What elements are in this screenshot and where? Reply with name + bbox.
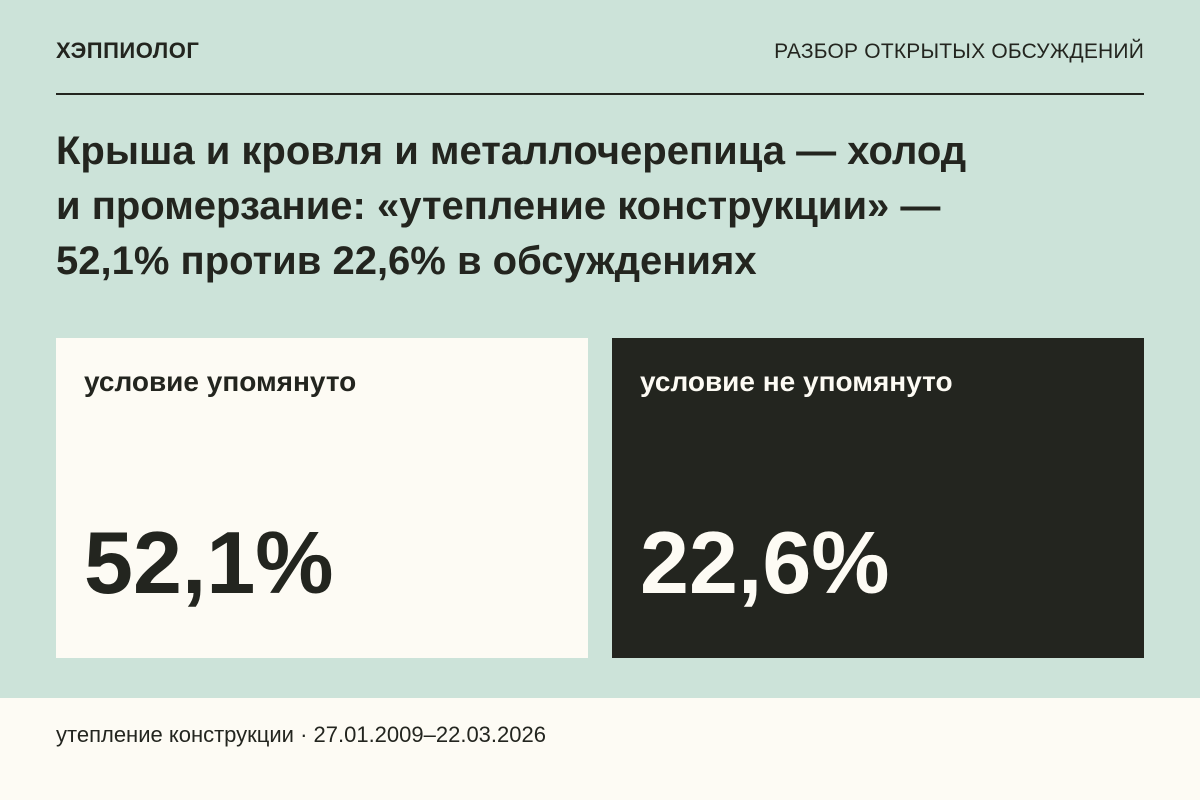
section-title: РАЗБОР ОТКРЫТЫХ ОБСУЖДЕНИЙ xyxy=(774,40,1144,63)
headline-line-1: Крыша и кровля и металлочерепица — холод xyxy=(56,129,967,173)
stat-card-label: условие не упомянуто xyxy=(640,366,953,397)
headline-line-2: и промерзание: «утепление конструкции» — xyxy=(56,184,941,228)
stat-card-value: 52,1% xyxy=(84,513,334,612)
brand-logo: ХЭППИОЛОГ xyxy=(56,38,200,63)
stat-card-mentioned: условие упомянуто 52,1% xyxy=(56,338,588,658)
headline-line-3: 52,1% против 22,6% в обсуждениях xyxy=(56,239,757,283)
header: ХЭППИОЛОГ РАЗБОР ОТКРЫТЫХ ОБСУЖДЕНИЙ xyxy=(56,38,1144,68)
stat-card-not-mentioned: условие не упомянуто 22,6% xyxy=(612,338,1144,658)
stat-card-value: 22,6% xyxy=(640,513,890,612)
footer: утепление конструкции · 27.01.2009–22.03… xyxy=(0,698,1200,800)
footer-caption: утепление конструкции · 27.01.2009–22.03… xyxy=(56,722,546,747)
header-divider xyxy=(56,93,1144,95)
stat-card-label: условие упомянуто xyxy=(84,366,357,397)
headline: Крыша и кровля и металлочерепица — холод… xyxy=(56,124,1144,289)
